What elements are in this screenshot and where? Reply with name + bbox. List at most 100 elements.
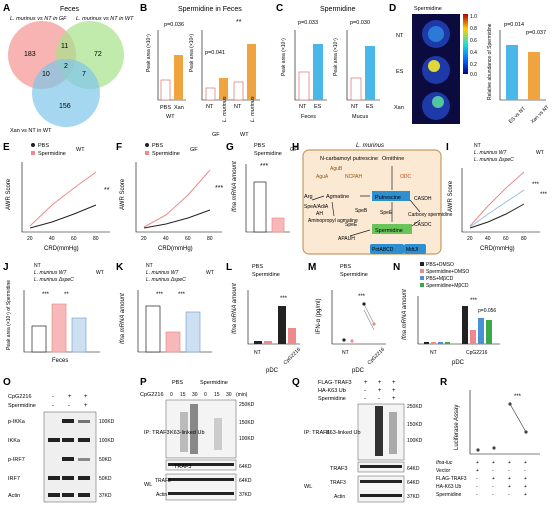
msi-row-nt: NT [396, 33, 404, 39]
colorbar-06: 0.6 [470, 38, 477, 44]
panel-q-s10: - [364, 388, 366, 394]
panel-d-pval2: p=0.037 [526, 30, 546, 36]
panel-letter-m: M [308, 262, 316, 273]
panel-n-legend-4-marker [420, 283, 424, 287]
panel-k-group: WT [206, 270, 214, 276]
venn-set-a: L. murinus vs NT in GF [10, 16, 67, 22]
panel-c-pval1: p=0.033 [298, 20, 318, 26]
panel-letter-b: B [140, 3, 147, 14]
panel-o-s12: + [84, 403, 88, 409]
panel-b-cat-xan: Xan [174, 105, 184, 111]
bar-j-wt [51, 303, 67, 353]
node-potabcd: PotABCD [372, 247, 394, 253]
panel-p-mw1: 250KD [239, 402, 255, 408]
panel-f-xt4: 80 [207, 236, 213, 242]
panel-b-group-wt2: WT [240, 132, 249, 138]
panel-i-sig1: *** [532, 182, 540, 188]
bar-b-pbs [160, 79, 171, 101]
smear-q-3 [389, 412, 397, 454]
pt-r-2 [492, 446, 496, 450]
venn-ac: 10 [42, 71, 50, 78]
panel-b-cat-lm2: L. murinus [250, 96, 256, 122]
band-o-ikka-3 [78, 438, 90, 442]
panel-i-legend-wt: L. murinus WT [474, 150, 507, 156]
colorbar [463, 14, 468, 74]
panel-q-ub: K63-linked Ub [326, 430, 361, 436]
panel-l-cat-cpg: CpG2216 [283, 347, 303, 367]
panel-r-ylabel: Luciferase Assay [454, 405, 460, 450]
colorbar-08: 0.8 [470, 26, 477, 32]
panel-g-legend-spd: Spermidine [254, 151, 282, 157]
bar-c-feces-nt [298, 71, 310, 101]
panel-e: E PBS Spermidine WT AWR Score ** 20 40 6… [3, 142, 110, 252]
panel-m-legend-pbs: PBS [340, 264, 351, 270]
panel-p-min: (min) [236, 392, 248, 398]
node-casdh: CASDH [414, 196, 432, 202]
panel-b-title: Spermidine in Feces [178, 6, 242, 13]
bar-n-cpg-4 [486, 320, 492, 344]
panel-p-t6: 30 [226, 392, 232, 398]
panel-q-mw2: 150KD [407, 422, 423, 428]
line-r-pair [509, 403, 527, 433]
panel-q-cond3: Spermidine [318, 396, 346, 402]
venn-set-c: Xan vs NT in WT [10, 128, 52, 134]
panel-n-legend-3-marker [420, 276, 424, 280]
panel-j-ylabel: Peak area (×10⁷) of Spermidine [6, 280, 12, 350]
panel-q-mw4: 64KD [407, 466, 420, 472]
panel-letter-h: H [292, 142, 299, 153]
panel-e-line-spd [29, 171, 97, 227]
blot-o-mw2: 100KD [99, 438, 115, 444]
panel-o-cond-spd: Spermidine [8, 403, 36, 409]
panel-q-mw5: 64KD [407, 480, 420, 486]
panel-p-row-actin: Actin [156, 492, 167, 498]
node-agub: AguB [330, 166, 343, 172]
panel-r-s30: - [476, 484, 478, 490]
msi-xan-hot [432, 96, 444, 108]
panel-r-cond1: Ifna-luc [436, 460, 453, 466]
panel-r-axes [469, 390, 540, 455]
bar-g-pbs [253, 181, 267, 233]
bar-b-gf-nt [205, 87, 216, 101]
panel-e-legend-pbs: PBS [38, 143, 49, 149]
venn-circle-c [32, 59, 100, 127]
panel-r-s20: - [476, 476, 478, 482]
panel-q-s02: + [392, 380, 396, 386]
panel-q-wl: WL [304, 484, 312, 490]
panel-c-title: Spermidine [320, 6, 356, 13]
panel-p-t4: 0 [204, 392, 207, 398]
blot-o-mw5: 37KD [99, 493, 112, 499]
bar-n-nt-2 [431, 342, 436, 344]
panel-b-sig: ** [236, 19, 242, 26]
panel-i-xlabel: CRD(mmHg) [480, 246, 515, 252]
panel-o-s10: - [52, 403, 54, 409]
blot-o-row3: p-IRF7 [8, 457, 25, 463]
panel-g-legend-pbs: PBS [254, 143, 265, 149]
panel-b-ylabel: Peak area (×10⁷) [146, 34, 152, 72]
panel-j-legend-ko: L. murinus ΔspeC [34, 277, 74, 283]
node-casdc: CASDC [414, 222, 432, 228]
bar-n-cpg-2 [470, 330, 476, 344]
panel-o-s00: - [52, 394, 54, 400]
band-o-pikka-2 [62, 419, 74, 423]
panel-r-s41: - [492, 492, 494, 498]
panel-r-s33: + [524, 484, 527, 490]
pt-r-1 [476, 448, 480, 452]
panel-b: B Spermidine in Feces Peak area (×10⁷) P… [140, 3, 260, 138]
panel-m-legend-spd: Spermidine [340, 272, 368, 278]
panel-q-s01: + [378, 380, 382, 386]
bar-l-cpg-spd [288, 328, 296, 344]
panel-p-t1: 0 [170, 392, 173, 398]
panel-i-xt2: 40 [485, 236, 491, 242]
node-mdtji: MdtJI [406, 247, 418, 253]
panel-b-ylabel2: Peak area (×10⁶) [189, 34, 195, 72]
panel-d-cat-xan: Xan vs NT [530, 104, 551, 125]
panel-m-xgroup: pDC [352, 368, 365, 374]
blot-o-row2: IKKa [8, 438, 21, 444]
bar-j-nt [31, 325, 47, 353]
panel-c-ylabel: Peak area (×10⁷) [281, 38, 287, 76]
blot-q-wl [357, 475, 405, 503]
bar-n-cpg-3 [478, 318, 484, 344]
bar-j-ko [71, 317, 87, 353]
panel-q-s11: + [378, 388, 382, 394]
